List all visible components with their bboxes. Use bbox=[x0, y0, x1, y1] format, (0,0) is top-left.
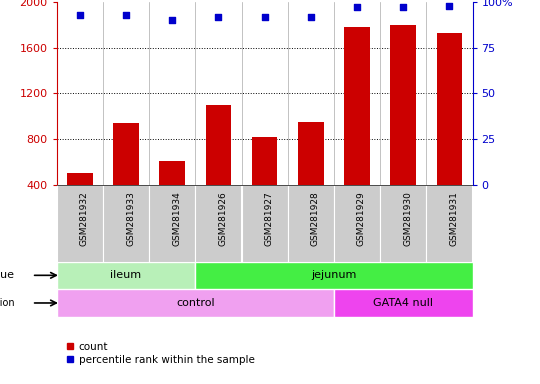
Text: GSM281929: GSM281929 bbox=[357, 191, 366, 246]
Bar bbox=[57, 289, 334, 317]
Bar bbox=[380, 185, 426, 262]
Point bbox=[445, 3, 454, 9]
Text: GSM281928: GSM281928 bbox=[311, 191, 320, 246]
Text: GSM281927: GSM281927 bbox=[265, 191, 274, 246]
Text: GSM281931: GSM281931 bbox=[449, 191, 458, 246]
Bar bbox=[206, 105, 231, 185]
Point bbox=[260, 13, 269, 20]
Point bbox=[353, 4, 361, 10]
Bar bbox=[241, 185, 288, 262]
Bar bbox=[113, 123, 139, 185]
Text: GSM281933: GSM281933 bbox=[126, 191, 135, 246]
Text: GSM281930: GSM281930 bbox=[403, 191, 412, 246]
Point bbox=[122, 12, 130, 18]
Text: ileum: ileum bbox=[111, 270, 141, 280]
Bar bbox=[149, 185, 195, 262]
Text: GSM281932: GSM281932 bbox=[80, 191, 89, 246]
Bar bbox=[57, 262, 195, 289]
Text: jejunum: jejunum bbox=[311, 270, 356, 280]
Point bbox=[168, 17, 177, 23]
Bar bbox=[334, 289, 472, 317]
Bar bbox=[57, 185, 103, 262]
Point bbox=[399, 4, 408, 10]
Bar bbox=[252, 137, 278, 185]
Bar bbox=[426, 185, 472, 262]
Text: GATA4 null: GATA4 null bbox=[373, 298, 433, 308]
Bar bbox=[334, 185, 380, 262]
Text: GSM281926: GSM281926 bbox=[218, 191, 227, 246]
Text: control: control bbox=[176, 298, 214, 308]
Bar bbox=[288, 185, 334, 262]
Bar bbox=[195, 185, 241, 262]
Bar bbox=[159, 161, 185, 185]
Bar bbox=[67, 173, 92, 185]
Bar bbox=[345, 27, 370, 185]
Point bbox=[214, 13, 222, 20]
Text: tissue: tissue bbox=[0, 270, 15, 280]
Bar bbox=[298, 122, 323, 185]
Text: GSM281934: GSM281934 bbox=[172, 191, 181, 246]
Bar bbox=[103, 185, 149, 262]
Bar bbox=[390, 25, 416, 185]
Legend: count, percentile rank within the sample: count, percentile rank within the sample bbox=[62, 338, 259, 369]
Point bbox=[307, 13, 315, 20]
Point bbox=[76, 12, 84, 18]
Bar bbox=[195, 262, 472, 289]
Bar bbox=[437, 33, 462, 185]
Text: genotype/variation: genotype/variation bbox=[0, 298, 15, 308]
